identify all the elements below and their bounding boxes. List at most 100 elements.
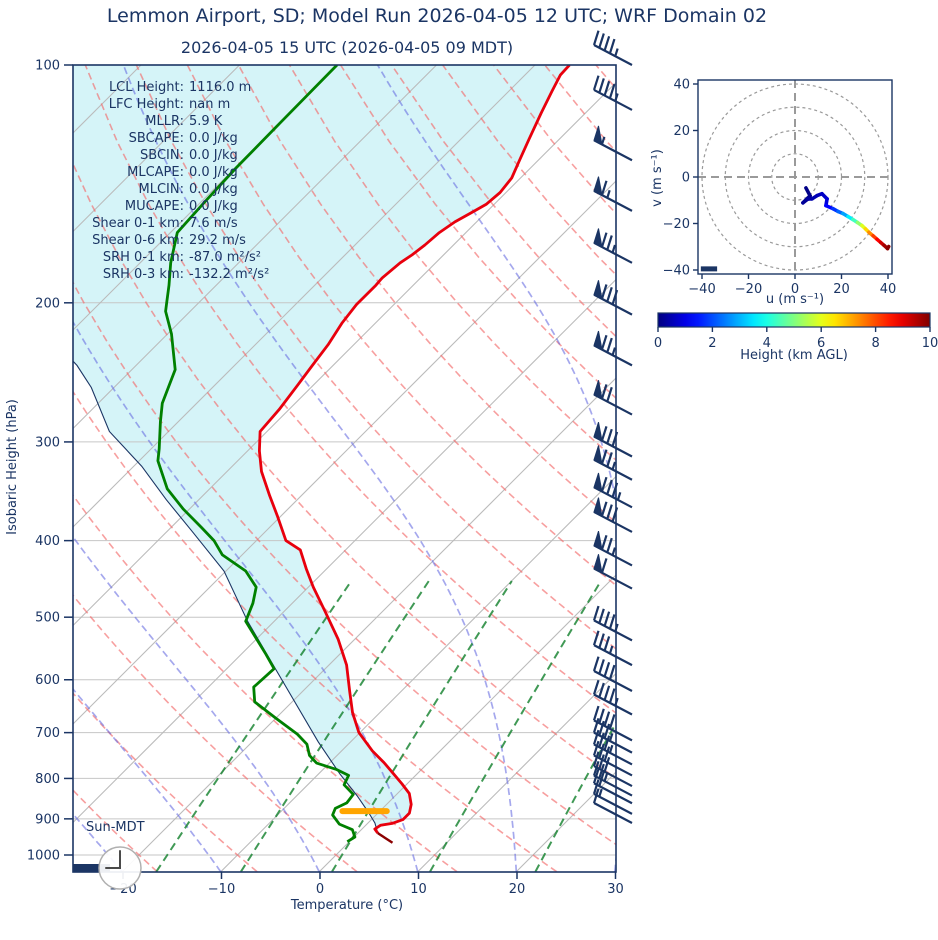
pressure-tick-label: 700 [35, 726, 60, 741]
stat-value: 0.0 J/kg [189, 165, 238, 180]
stat-value: 0.0 J/kg [189, 148, 238, 163]
barb-full [605, 612, 610, 626]
stat-value: 1116.0 m [189, 80, 251, 95]
barb-staff [594, 645, 632, 665]
barb-full [602, 558, 607, 572]
barb-full [605, 686, 610, 700]
temperature-tick-label: 10 [410, 882, 427, 897]
barb-half [613, 462, 615, 470]
stat-row: SRH 0-1 km:-87.0 m²/s² [103, 250, 261, 265]
wind-barb [594, 498, 632, 532]
barb-full [602, 233, 607, 247]
wind-barb [594, 380, 632, 414]
stat-row: SBCIN: 0.0 J/kg [140, 148, 238, 163]
hodograph-x-label: u (m s⁻¹) [766, 292, 824, 307]
hodo-y-tick-label: 0 [682, 171, 690, 186]
mixing-ratio-line [430, 581, 601, 872]
stat-label: Shear 0-6 km: [92, 233, 184, 248]
barb-full [610, 689, 615, 703]
figure-title: Lemmon Airport, SD; Model Run 2026-04-05… [107, 5, 767, 27]
stat-row: Shear 0-1 km:7.6 m/s [92, 216, 238, 231]
pressure-tick-label: 100 [35, 59, 60, 74]
barb-full [599, 659, 604, 673]
stat-row: LFC Height: nan m [109, 97, 231, 112]
barb-full [610, 614, 615, 628]
wind-barb [594, 280, 632, 314]
barb-staff [594, 720, 632, 740]
stat-row: LCL Height: 1116.0 m [109, 80, 251, 95]
barb-full [602, 426, 607, 440]
wind-barb [594, 445, 632, 479]
barb-half [602, 137, 604, 145]
stat-label: SBCIN: [140, 148, 184, 163]
temperature-tick-label: 30 [607, 882, 624, 897]
stat-value: 0.0 J/kg [189, 199, 238, 214]
barb-half [610, 745, 612, 753]
hodograph-grid [698, 80, 892, 274]
pressure-tick-label: 300 [35, 435, 60, 450]
colorbar-label: Height (km AGL) [740, 348, 848, 363]
hodo-x-tick-label: 40 [880, 282, 897, 297]
barb-full [607, 338, 612, 352]
wind-barb [594, 631, 632, 665]
hodo-x-tick-label: −20 [735, 282, 762, 297]
mixing-ratio-line [648, 581, 798, 872]
barb-half [610, 646, 612, 654]
stat-label: MUCAPE: [125, 199, 184, 214]
barb-full [602, 335, 607, 349]
barb-half [618, 492, 620, 500]
stat-label: MLCAPE: [127, 165, 184, 180]
barb-half [615, 49, 617, 57]
barb-full [605, 662, 610, 676]
colorbar-tick-label: 10 [922, 336, 938, 351]
stat-label: LCL Height: [109, 80, 184, 95]
barb-full [605, 36, 610, 50]
stat-row: MLCAPE: 0.0 J/kg [127, 165, 238, 180]
stat-row: Shear 0-6 km:29.2 m/s [92, 233, 246, 248]
wind-barb [594, 229, 632, 263]
barb-half [599, 789, 601, 797]
cin-shade-area [60, 65, 569, 833]
hodograph-trace [803, 188, 889, 249]
pressure-tick-label: 500 [35, 611, 60, 626]
pressure-tick-label: 600 [35, 673, 60, 688]
hodo-y-tick-label: 40 [673, 78, 690, 93]
barb-staff [594, 794, 632, 814]
stat-label: LFC Height: [109, 97, 184, 112]
barb-full [599, 634, 604, 648]
barb-staff [594, 45, 632, 65]
barb-full [607, 387, 612, 401]
stat-value: -132.2 m²/s² [189, 267, 269, 282]
stat-row: SBCAPE:0.0 J/kg [129, 131, 238, 146]
stat-value: nan m [189, 97, 230, 112]
barb-full [599, 609, 604, 623]
barb-half [613, 245, 615, 253]
stat-value: -87.0 m²/s² [189, 250, 261, 265]
barb-staff [594, 90, 632, 110]
pressure-tick-label: 400 [35, 534, 60, 549]
barb-staff [594, 620, 632, 640]
barb-full [594, 76, 599, 90]
barb-full [607, 287, 612, 301]
barb-full [610, 714, 615, 728]
clock-icon [99, 847, 141, 889]
stat-value: 7.6 m/s [189, 216, 238, 231]
barb-full [599, 78, 604, 92]
wind-barb [594, 76, 632, 110]
dry-adiabat-line [494, 65, 938, 872]
hodo-y-tick-label: −20 [663, 217, 690, 232]
stat-label: SBCAPE: [129, 131, 184, 146]
barb-staff [594, 671, 632, 691]
hodo-x-tick-label: 20 [833, 282, 850, 297]
surface-tail-line [378, 833, 393, 843]
barb-half [607, 190, 609, 198]
barb-full [605, 81, 610, 95]
stat-value: 5.9 K [189, 114, 223, 129]
pressure-tick-label: 200 [35, 296, 60, 311]
wind-barb [594, 31, 632, 65]
stat-label: MLLR: [145, 114, 184, 129]
barb-full [594, 606, 599, 620]
barb-full [594, 31, 599, 45]
wind-barb [594, 680, 632, 714]
